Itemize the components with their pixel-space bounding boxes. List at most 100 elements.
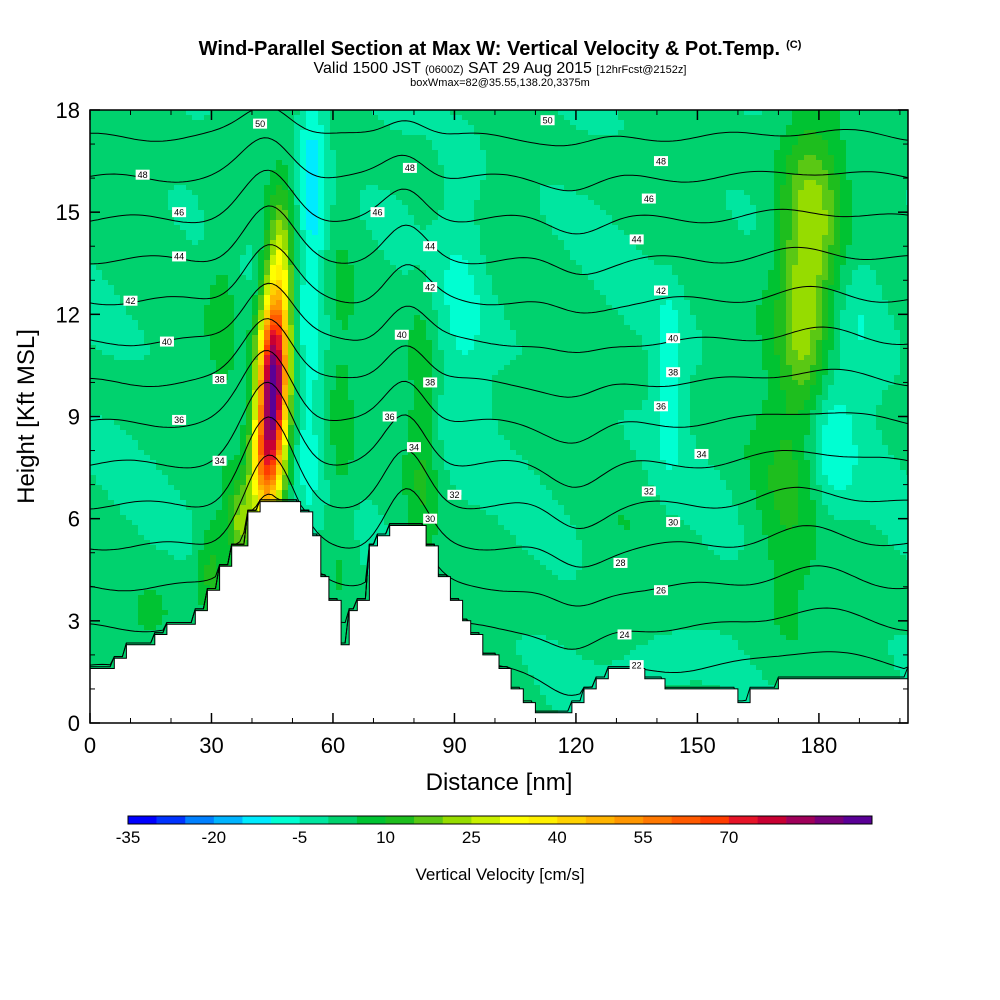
velocity-cell [300,270,307,276]
velocity-cell [270,125,277,131]
velocity-cell [108,515,115,521]
velocity-cell [210,485,217,491]
velocity-cell [156,610,163,616]
velocity-cell [318,425,325,431]
velocity-cell [174,370,181,376]
velocity-cell [294,220,301,226]
velocity-cell [144,475,151,481]
velocity-cell [276,320,283,326]
velocity-cell [150,525,157,531]
velocity-cell [264,150,271,156]
velocity-cell [258,400,265,406]
velocity-cell [126,285,133,291]
velocity-cell [270,495,277,501]
velocity-cell [204,495,211,501]
velocity-cell [204,380,211,386]
velocity-cell [144,180,151,186]
velocity-cell [102,120,109,126]
velocity-cell [330,410,337,416]
velocity-cell [198,160,205,166]
velocity-cell [330,330,337,336]
velocity-cell [138,385,145,391]
velocity-cell [120,355,127,361]
velocity-cell [108,600,115,606]
velocity-cell [126,595,133,601]
velocity-cell [180,475,187,481]
velocity-cell [144,625,151,631]
velocity-cell [156,225,163,231]
velocity-cell [306,415,313,421]
velocity-cell [252,465,259,471]
velocity-cell [156,425,163,431]
velocity-cell [162,250,169,256]
velocity-cell [186,345,193,351]
velocity-cell [300,180,307,186]
velocity-cell [324,510,331,516]
velocity-cell [156,525,163,531]
velocity-cell [174,265,181,271]
velocity-cell [282,315,289,321]
velocity-cell [300,140,307,146]
velocity-cell [144,145,151,151]
velocity-cell [330,285,337,291]
velocity-cell [198,300,205,306]
velocity-cell [120,435,127,441]
velocity-cell [162,605,169,611]
velocity-cell [120,485,127,491]
velocity-cell [132,170,139,176]
velocity-cell [276,405,283,411]
velocity-cell [192,430,199,436]
velocity-cell [132,545,139,551]
velocity-cell [264,210,271,216]
velocity-cell [132,160,139,166]
velocity-cell [330,150,337,156]
velocity-cell [138,505,145,511]
velocity-cell [276,165,283,171]
velocity-cell [96,490,103,496]
velocity-cell [282,110,289,116]
velocity-cell [132,500,139,506]
velocity-cell [168,280,175,286]
velocity-cell [300,305,307,311]
velocity-cell [156,340,163,346]
velocity-cell [234,400,241,406]
velocity-cell [126,590,133,596]
velocity-cell [204,565,211,571]
velocity-cell [126,430,133,436]
velocity-cell [150,405,157,411]
velocity-cell [96,230,103,236]
velocity-cell [192,405,199,411]
velocity-cell [204,505,211,511]
velocity-cell [150,630,157,636]
velocity-cell [150,430,157,436]
velocity-cell [96,495,103,501]
velocity-cell [156,590,163,596]
velocity-cell [162,465,169,471]
velocity-cell [222,540,229,546]
velocity-cell [222,215,229,221]
velocity-cell [228,340,235,346]
velocity-cell [300,260,307,266]
velocity-cell [324,270,331,276]
velocity-cell [288,370,295,376]
velocity-cell [234,125,241,131]
velocity-cell [180,355,187,361]
velocity-cell [90,440,97,446]
velocity-cell [240,510,247,516]
velocity-cell [150,475,157,481]
velocity-cell [294,455,301,461]
velocity-cell [306,470,313,476]
velocity-cell [132,495,139,501]
velocity-cell [234,265,241,271]
velocity-cell [108,415,115,421]
velocity-cell [216,365,223,371]
velocity-cell [318,440,325,446]
velocity-cell [120,385,127,391]
velocity-cell [114,505,121,511]
velocity-cell [246,275,253,281]
velocity-cell [204,275,211,281]
velocity-cell [186,550,193,556]
velocity-cell [174,345,181,351]
velocity-cell [252,270,259,276]
velocity-cell [126,115,133,121]
